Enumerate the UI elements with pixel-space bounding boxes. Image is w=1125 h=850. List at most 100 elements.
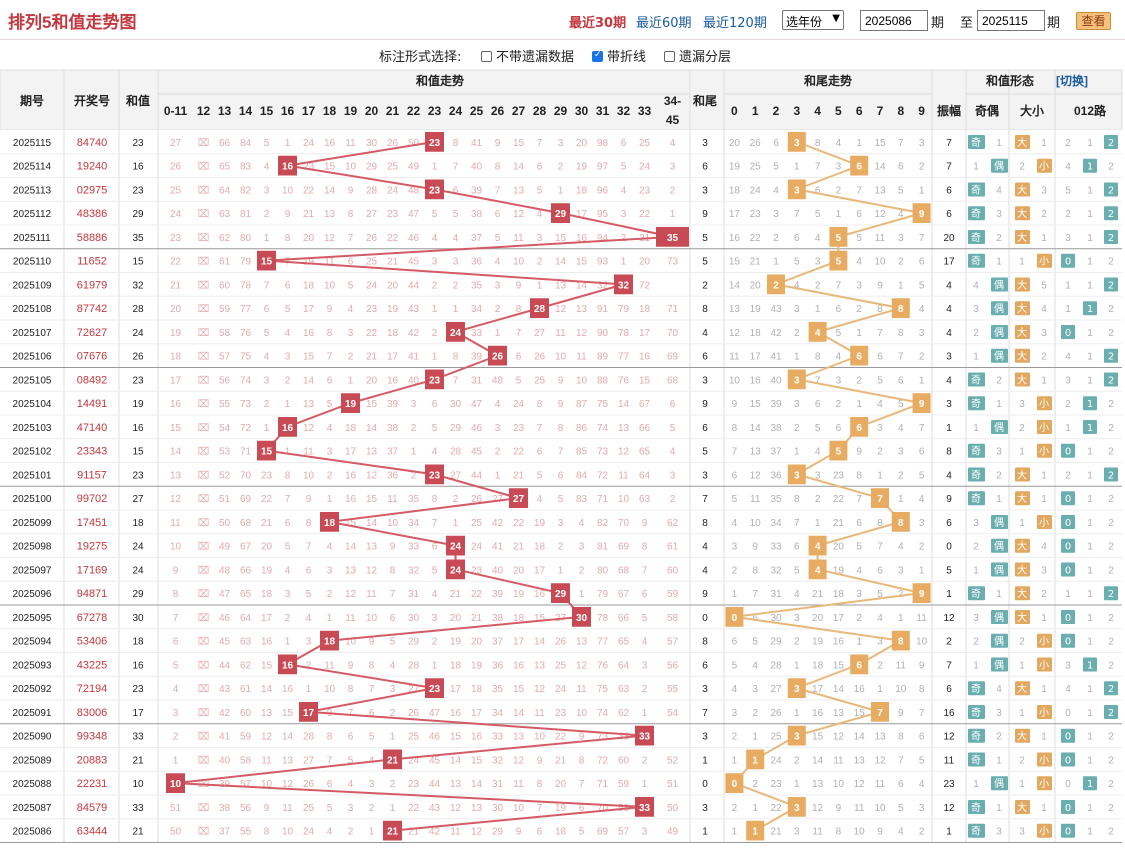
sum-missing-cell: 7 [432, 518, 438, 529]
road-missing: 1 [1065, 423, 1071, 434]
tail-missing-cell: 1 [732, 827, 738, 838]
sum-missing-cell: 14 [170, 447, 182, 458]
tail-missing-cell: 37 [770, 447, 782, 458]
amp-cell: 6 [946, 518, 952, 529]
sum-missing-cell: 10 [555, 352, 567, 363]
sum-missing-cell: 72 [597, 755, 609, 766]
period-to-input[interactable] [977, 10, 1045, 31]
period-unit-label: 期 [1047, 16, 1061, 31]
sum-missing-cell: 19 [513, 589, 525, 600]
checkbox-icon[interactable] [481, 51, 492, 62]
tail-cell: 3 [702, 375, 708, 386]
sum-missing-cell: 25 [555, 660, 567, 671]
option-with-line[interactable]: 带折线 [592, 46, 646, 65]
road-ball-label: 2 [1108, 185, 1114, 196]
sum-missing-cell: 15 [576, 257, 588, 268]
sum-missing-cell: 96 [597, 185, 609, 196]
amp-cell: 4 [946, 304, 952, 315]
sum-ball-label: 21 [387, 827, 399, 838]
tail-missing-cell: 35 [770, 494, 782, 505]
sum-missing-cell: 19 [387, 304, 399, 315]
sum-missing-cell: 11 [303, 447, 314, 458]
checkbox-checked-icon[interactable] [592, 50, 603, 62]
amp-cell: 1 [946, 589, 952, 600]
checkbox-icon[interactable] [664, 51, 675, 62]
period-from-input[interactable] [860, 10, 928, 31]
sum-cell: 18 [132, 637, 144, 648]
tail-ball-label: 1 [752, 755, 758, 766]
tail-missing-cell: 3 [815, 470, 821, 481]
sum-missing-cell: 61 [240, 684, 252, 695]
road-ball-label: 2 [1108, 233, 1114, 244]
sum-missing-cell: 10 [576, 708, 588, 719]
road-missing: 1 [1087, 328, 1093, 339]
sum-missing-cell: 56 [219, 375, 231, 386]
option-missing-layer[interactable]: 遗漏分层 [664, 46, 731, 65]
tail-ball [746, 749, 765, 770]
sum-col-label: 16 [281, 104, 295, 118]
sum-missing-cell: ⌧ [198, 470, 210, 481]
sum-missing-cell: ⌧ [198, 708, 210, 719]
sum-missing-cell: ⌧ [198, 328, 210, 339]
road-missing: 1 [1087, 565, 1093, 576]
tail-ball-label: 9 [919, 209, 925, 220]
small-ball [1037, 396, 1052, 411]
sum-missing-cell: 1 [495, 470, 501, 481]
tail-cell: 7 [702, 708, 708, 719]
recent-30-link[interactable]: 最近30期 [569, 16, 627, 31]
tail-missing-cell: 15 [854, 708, 866, 719]
sum-missing-cell: 7 [173, 613, 179, 624]
tail-missing-cell: 4 [794, 280, 800, 291]
period-unit-label: 期 [931, 16, 945, 31]
big-ball [1015, 538, 1030, 553]
year-select[interactable]: 选年份 ▼ [782, 10, 844, 30]
sum-missing-cell: 40 [408, 375, 420, 386]
sum-missing-cell: 12 [576, 660, 588, 671]
sum-missing-cell: 19 [576, 162, 588, 173]
small-missing: 2 [1041, 209, 1047, 220]
period-cell: 2025109 [13, 280, 52, 291]
period-cell: 2025096 [13, 589, 52, 600]
sum-col-label: 20 [365, 104, 379, 118]
draw-number-cell: 19240 [77, 161, 108, 173]
tail-missing-cell: 12 [874, 209, 886, 220]
option-no-missing[interactable]: 不带遗漏数据 [481, 46, 574, 65]
tail-cell: 6 [702, 423, 708, 434]
road-ball [1061, 538, 1075, 553]
sum-ball [446, 559, 465, 580]
sum-missing-cell: 32 [597, 280, 609, 291]
road-missing: 1 [1087, 589, 1093, 600]
recent-120-link[interactable]: 最近120期 [703, 16, 767, 31]
sum-col-label: 34- [664, 94, 681, 108]
sum-ball-label: 33 [639, 803, 651, 814]
view-button[interactable]: 查看 [1076, 12, 1111, 30]
sum-col-label: 14 [239, 104, 253, 118]
sum-missing-cell: 2 [642, 755, 648, 766]
tail-missing-cell: 2 [898, 470, 904, 481]
sum-missing-cell: 1 [432, 660, 438, 671]
sum-missing-cell: ⌧ [198, 613, 210, 624]
recent-60-link[interactable]: 最近60期 [636, 16, 692, 31]
sum-missing-cell: 9 [327, 304, 333, 315]
tail-missing-cell: 1 [732, 589, 738, 600]
small-missing: 1 [1041, 470, 1047, 481]
tail-missing-cell: 1 [856, 637, 862, 648]
sum-cell: 23 [132, 470, 144, 481]
tail-ball [787, 179, 806, 200]
tail-missing-cell: 12 [874, 755, 886, 766]
sum-missing-cell: 12 [366, 470, 378, 481]
tail-missing-cell: 1 [877, 470, 883, 481]
sum-missing-cell: 1 [369, 827, 375, 838]
sum-missing-cell: 8 [453, 352, 459, 363]
sum-missing-cell: 4 [390, 660, 396, 671]
road-ball-label: 1 [1087, 779, 1093, 790]
tail-missing-cell: 5 [856, 233, 862, 244]
sum-missing-cell: 47 [471, 399, 483, 410]
draw-number-cell: 94871 [77, 588, 108, 600]
sum-missing-cell: 7 [327, 755, 333, 766]
even-missing: 1 [996, 257, 1002, 268]
even-ball-label: 偶 [994, 278, 1004, 291]
amp-cell: 7 [946, 138, 952, 149]
sum-ball-label: 28 [534, 304, 546, 315]
tail-missing-cell: 5 [815, 209, 821, 220]
